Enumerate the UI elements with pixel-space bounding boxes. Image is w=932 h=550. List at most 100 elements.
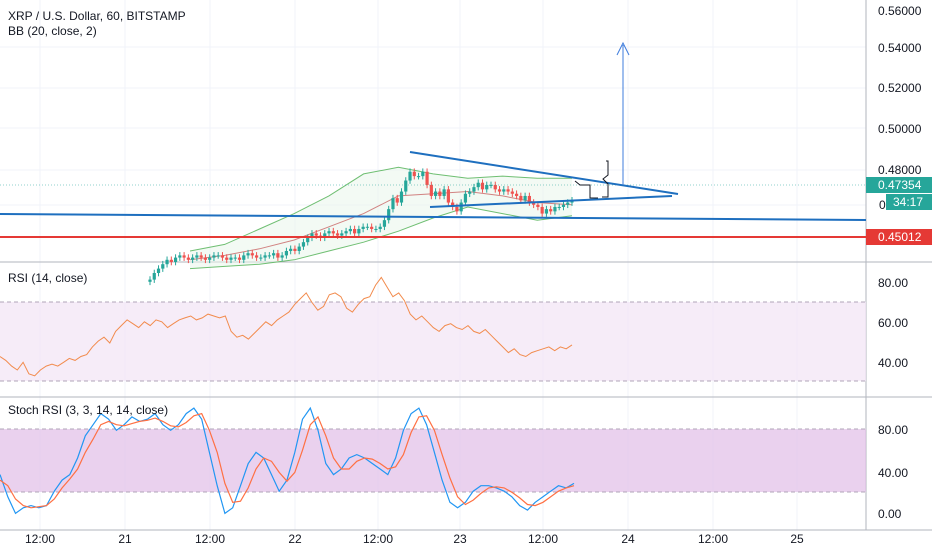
rsi-axis[interactable]: 80.00 60.00 40.00 bbox=[878, 276, 908, 370]
price-label: 0.56000 bbox=[878, 4, 922, 18]
target-arrow-head bbox=[616, 41, 630, 56]
candle-body bbox=[272, 253, 276, 256]
candle-body bbox=[536, 204, 540, 207]
current-price-value: 0.47354 bbox=[878, 178, 922, 192]
candle-body bbox=[323, 233, 327, 238]
time-label: 12:00 bbox=[528, 532, 558, 546]
rsi-line bbox=[0, 276, 573, 377]
bb-upper-line bbox=[189, 166, 572, 252]
candle-body bbox=[489, 184, 493, 186]
countdown-value: 34:17 bbox=[893, 195, 923, 209]
candle-body bbox=[284, 250, 289, 256]
candle-body bbox=[357, 228, 361, 234]
resistance-value: 0.45012 bbox=[878, 230, 922, 244]
stoch-axis-label: 40.00 bbox=[878, 466, 908, 480]
stoch-axis[interactable]: 80.00 40.00 0.00 bbox=[878, 423, 908, 521]
candle-body bbox=[237, 257, 242, 260]
candle-body bbox=[348, 228, 352, 232]
candle-body bbox=[365, 226, 369, 228]
time-label: 23 bbox=[453, 532, 467, 546]
price-label: 0.54000 bbox=[878, 41, 922, 55]
candle-body bbox=[186, 257, 190, 260]
candle-body bbox=[476, 182, 480, 188]
candle-body bbox=[220, 255, 225, 258]
candle-body bbox=[480, 182, 485, 190]
candle-body bbox=[173, 257, 178, 262]
candle-body bbox=[254, 255, 259, 258]
candle-body bbox=[212, 255, 216, 258]
candle-body bbox=[485, 184, 489, 190]
candle-body bbox=[399, 191, 404, 203]
candle-body bbox=[314, 233, 318, 236]
stoch-band bbox=[0, 428, 866, 493]
candle-body bbox=[225, 257, 229, 260]
candle-body bbox=[382, 220, 387, 227]
candle-body bbox=[310, 233, 314, 238]
candle-body bbox=[340, 233, 344, 236]
candle-body bbox=[297, 246, 301, 251]
triangle-lower-line bbox=[429, 195, 673, 208]
indicator-label: BB (20, close, 2) bbox=[8, 24, 97, 38]
candle-body bbox=[335, 233, 340, 236]
time-label: 12:00 bbox=[698, 532, 728, 546]
price-label: 0.50000 bbox=[878, 122, 922, 136]
price-label: 0.48000 bbox=[878, 163, 922, 177]
candle-body bbox=[463, 193, 468, 203]
candle-body bbox=[263, 255, 267, 258]
stoch-title: Stoch RSI (3, 3, 14, 14, close) bbox=[8, 403, 168, 417]
candle-body bbox=[242, 255, 246, 260]
candle-body bbox=[301, 242, 306, 247]
candle-body bbox=[408, 171, 412, 181]
candle-body bbox=[378, 226, 382, 229]
candle-body bbox=[421, 171, 425, 177]
time-label: 24 bbox=[621, 532, 635, 546]
stoch-axis-label: 80.00 bbox=[878, 423, 908, 437]
time-label: 12:00 bbox=[25, 532, 55, 546]
candle-body bbox=[438, 191, 442, 196]
candles bbox=[148, 168, 574, 286]
rsi-band bbox=[0, 301, 866, 382]
candle-body bbox=[561, 204, 566, 207]
candle-body bbox=[165, 259, 169, 265]
candle-body bbox=[566, 202, 570, 205]
candle-body bbox=[502, 189, 506, 192]
candle-body bbox=[306, 237, 310, 243]
candle-body bbox=[433, 191, 438, 196]
candle-body bbox=[169, 259, 173, 262]
chart-title: XRP / U.S. Dollar, 60, BITSTAMP bbox=[8, 9, 186, 23]
candle-body bbox=[523, 195, 527, 201]
candle-body bbox=[532, 202, 536, 205]
candle-body bbox=[412, 171, 416, 177]
stoch-d-line bbox=[0, 412, 575, 509]
candle-body bbox=[391, 198, 395, 210]
candle-body bbox=[451, 202, 455, 207]
candle-body bbox=[527, 195, 531, 203]
candle-body bbox=[203, 257, 208, 260]
candle-body bbox=[195, 255, 199, 258]
price-label: 0.52000 bbox=[878, 81, 922, 95]
candle-body bbox=[156, 268, 161, 274]
time-axis[interactable]: 12:00 21 12:00 22 12:00 23 12:00 24 12:0… bbox=[25, 532, 804, 546]
candle-body bbox=[493, 184, 497, 190]
candle-body bbox=[353, 228, 357, 234]
candle-body bbox=[429, 184, 433, 196]
price-axis[interactable]: 0.56000 0.54000 0.52000 0.50000 0.48000 … bbox=[866, 4, 932, 245]
candle-body bbox=[178, 255, 182, 258]
rsi-axis-label: 60.00 bbox=[878, 316, 908, 330]
price-label-partial: 0 bbox=[879, 198, 886, 212]
candle-body bbox=[387, 209, 391, 221]
bracket-left bbox=[574, 180, 598, 199]
candle-body bbox=[459, 202, 463, 212]
candle-body bbox=[455, 206, 459, 212]
candle-body bbox=[229, 257, 233, 260]
candle-body bbox=[497, 189, 502, 192]
time-label: 12:00 bbox=[195, 532, 225, 546]
stoch-axis-label: 0.00 bbox=[878, 507, 902, 521]
candle-body bbox=[191, 257, 195, 260]
drawings bbox=[0, 41, 867, 238]
resistance-badge bbox=[866, 229, 932, 245]
candle-body bbox=[510, 191, 514, 194]
bracket-right bbox=[602, 160, 609, 198]
candle-body bbox=[161, 264, 165, 269]
